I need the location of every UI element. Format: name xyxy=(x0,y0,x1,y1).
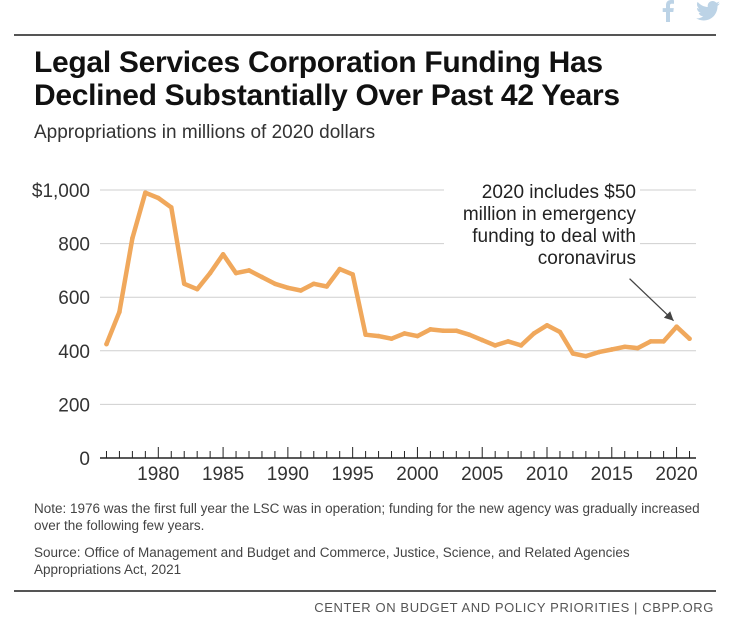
x-tick-label: 2020 xyxy=(655,464,697,485)
footer-credit: CENTER ON BUDGET AND POLICY PRIORITIES |… xyxy=(314,600,714,615)
data-point xyxy=(246,268,252,273)
x-tick-label: 1980 xyxy=(137,464,179,485)
annotation-arrowhead xyxy=(663,311,674,321)
y-tick-label: 200 xyxy=(58,395,90,416)
data-point xyxy=(324,284,330,289)
data-point xyxy=(622,344,628,350)
x-tick-label: 1995 xyxy=(332,464,374,485)
chart-subtitle: Appropriations in millions of 2020 dolla… xyxy=(34,122,376,143)
annotation-text: million in emergency xyxy=(463,204,637,225)
data-point xyxy=(207,270,213,276)
data-point xyxy=(687,336,692,342)
data-point xyxy=(311,281,317,287)
data-point xyxy=(454,328,459,333)
data-point xyxy=(544,323,550,328)
data-point xyxy=(518,343,524,348)
x-tick-label: 1990 xyxy=(267,464,309,485)
y-axis: 0 200 400 600 800 $1,000 xyxy=(32,181,90,470)
y-tick-label: $1,000 xyxy=(32,181,90,202)
x-tick-label: 1985 xyxy=(202,464,244,485)
data-point xyxy=(233,270,239,276)
annotation-text: funding to deal with xyxy=(472,226,636,247)
x-tick-label: 2015 xyxy=(591,464,633,485)
annotation-text: coronavirus xyxy=(538,248,636,269)
data-point xyxy=(285,285,291,291)
data-point xyxy=(181,281,187,287)
data-point xyxy=(143,190,148,195)
chart-source: Source: Office of Management and Budget … xyxy=(34,545,630,577)
data-point xyxy=(648,339,653,344)
data-point xyxy=(570,351,576,356)
y-tick-label: 0 xyxy=(79,449,90,470)
data-point xyxy=(259,274,265,280)
share-bar xyxy=(662,0,720,26)
series-group xyxy=(104,190,692,359)
data-point xyxy=(194,286,200,292)
bottom-rule xyxy=(14,590,716,592)
data-point xyxy=(402,331,407,336)
y-tick-label: 400 xyxy=(58,342,90,363)
line-chart: 0 200 400 600 800 $1,000 1980 1985 1990 1995 2000… xyxy=(32,180,698,485)
x-tick-label: 2000 xyxy=(396,464,438,485)
top-rule xyxy=(14,34,716,36)
data-point xyxy=(168,205,174,210)
x-tick-label: 2010 xyxy=(526,464,568,485)
x-axis: 1980 1985 1990 1995 2000 2005 2010 2015 2020 xyxy=(100,447,698,485)
data-point xyxy=(635,345,640,351)
data-point xyxy=(583,353,589,359)
data-point xyxy=(479,337,485,343)
data-point xyxy=(505,339,511,344)
data-point xyxy=(674,324,679,329)
data-point xyxy=(156,195,161,201)
data-point xyxy=(337,266,342,272)
data-point xyxy=(492,343,498,348)
annotation-background xyxy=(444,180,640,272)
data-point xyxy=(104,341,109,347)
data-point xyxy=(415,333,420,339)
y-tick-label: 800 xyxy=(58,235,90,256)
twitter-icon[interactable] xyxy=(696,0,720,26)
chart-title: Legal Services Corporation Funding Has D… xyxy=(34,46,620,112)
annotation-text: 2020 includes $50 xyxy=(482,182,636,203)
data-point xyxy=(466,332,472,338)
data-point xyxy=(609,347,615,352)
annotation-arrow xyxy=(629,278,675,322)
data-point xyxy=(130,235,135,241)
data-point xyxy=(376,333,381,339)
data-point xyxy=(531,331,537,336)
data-point xyxy=(363,332,368,338)
data-point xyxy=(272,281,278,287)
chart-note: Note: 1976 was the first full year the L… xyxy=(34,501,700,533)
y-tick-label: 600 xyxy=(58,288,90,309)
data-point xyxy=(661,339,666,344)
data-point xyxy=(596,349,602,355)
data-point xyxy=(428,327,433,332)
data-point xyxy=(557,329,563,335)
data-point xyxy=(220,252,226,257)
x-tick-label: 2005 xyxy=(461,464,503,485)
data-point xyxy=(350,272,355,277)
data-point xyxy=(117,309,122,315)
data-point xyxy=(389,336,394,342)
series-line xyxy=(104,190,692,359)
data-point xyxy=(298,288,304,293)
facebook-icon[interactable] xyxy=(662,0,674,27)
data-point xyxy=(441,328,446,333)
